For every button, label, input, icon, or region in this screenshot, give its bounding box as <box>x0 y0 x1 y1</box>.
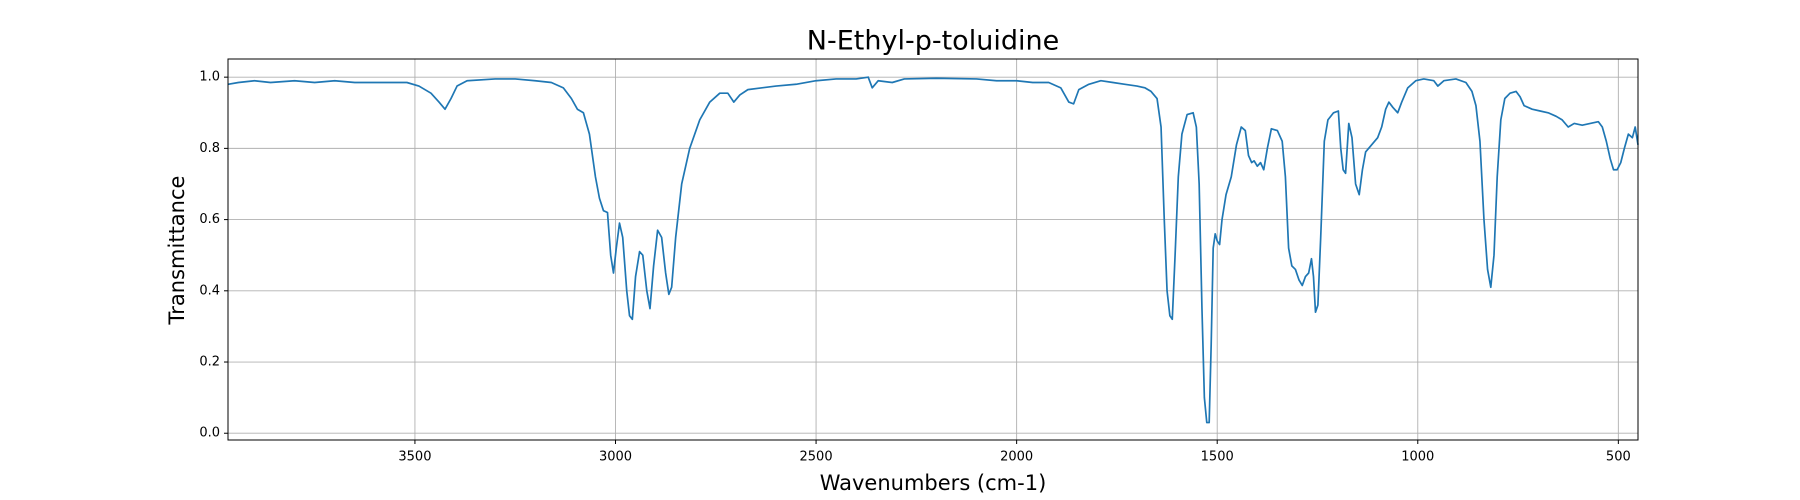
x-tick-label: 2500 <box>800 450 833 465</box>
spectrum-line <box>227 76 1639 424</box>
x-tick-label: 1500 <box>1201 450 1234 465</box>
x-tick-label: 500 <box>1606 450 1631 465</box>
x-axis-label: Wavenumbers (cm-1) <box>820 471 1047 495</box>
y-tick-label: 0.0 <box>199 426 220 441</box>
chart-title: N-Ethyl-p-toluidine <box>807 26 1059 57</box>
x-tick-label: 3000 <box>599 450 632 465</box>
plot-frame <box>227 58 1639 441</box>
y-tick-label: 1.0 <box>199 70 220 85</box>
x-tick-label: 2000 <box>1000 450 1033 465</box>
y-tick-label: 0.6 <box>199 212 220 227</box>
x-tick-label: 3500 <box>398 450 431 465</box>
y-tick-label: 0.4 <box>199 283 220 298</box>
x-tick-label: 1000 <box>1401 450 1434 465</box>
y-axis-label: Transmittance <box>165 176 189 326</box>
y-tick-label: 0.2 <box>199 355 220 370</box>
y-tick-label: 0.8 <box>199 141 220 156</box>
